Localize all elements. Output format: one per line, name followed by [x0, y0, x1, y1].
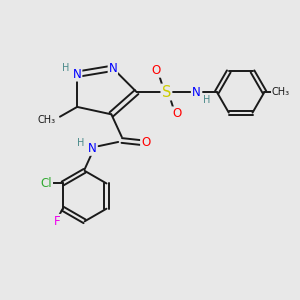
Text: F: F — [54, 215, 61, 228]
Text: H: H — [77, 138, 84, 148]
Text: O: O — [172, 107, 182, 120]
Text: CH₃: CH₃ — [38, 115, 56, 125]
Text: CH₃: CH₃ — [272, 87, 290, 97]
Text: S: S — [162, 85, 171, 100]
Text: Cl: Cl — [40, 177, 52, 190]
Text: O: O — [151, 64, 160, 77]
Text: O: O — [141, 136, 150, 149]
Text: N: N — [109, 62, 117, 75]
Text: N: N — [73, 68, 82, 81]
Text: N: N — [192, 85, 200, 98]
Text: N: N — [88, 142, 96, 155]
Text: H: H — [62, 63, 70, 73]
Text: H: H — [203, 95, 210, 105]
